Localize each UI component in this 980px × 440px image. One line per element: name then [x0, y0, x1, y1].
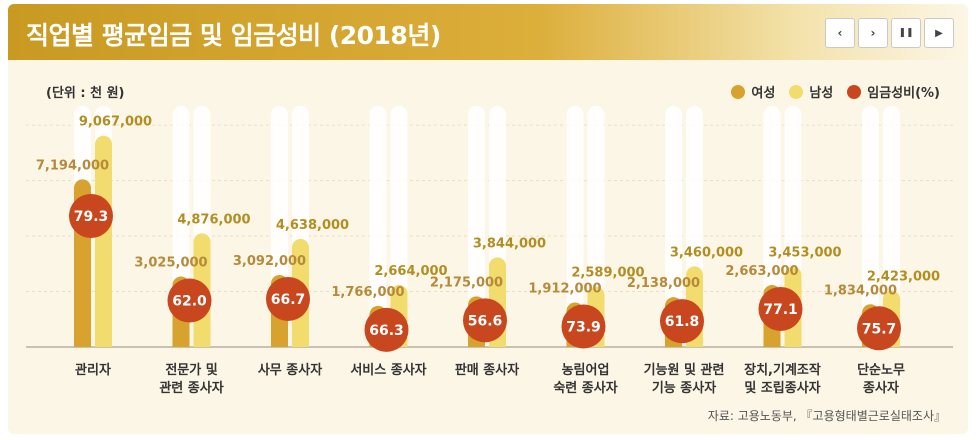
- category-label: 전문가 및: [165, 362, 217, 378]
- category-label: 농림어업: [562, 362, 610, 378]
- value-label-female: 2,138,000: [627, 276, 700, 291]
- ratio-marker: [167, 278, 212, 323]
- value-label-female: 1,912,000: [528, 281, 601, 296]
- value-label-female: 3,025,000: [134, 256, 207, 271]
- ratio-label: 56.6: [468, 313, 503, 329]
- ratio-label: 66.7: [271, 292, 306, 308]
- legend-swatch-female: [731, 84, 746, 99]
- category-label: 서비스 종사자: [350, 362, 426, 378]
- value-label-male: 4,876,000: [177, 212, 250, 227]
- bar-chart: 7,194,000 9,067,000 79.3 관리자 3,025,000 4,876,…: [26, 106, 953, 396]
- bar-track: [587, 106, 605, 347]
- value-label-female: 2,663,000: [725, 264, 798, 279]
- ratio-label: 73.9: [566, 319, 601, 335]
- category-label: 단순노무: [857, 362, 905, 378]
- ratio-marker: [857, 306, 901, 351]
- chevron-right-icon: ›: [870, 26, 876, 40]
- legend-item-male: 남성: [789, 82, 833, 101]
- value-label-male: 4,638,000: [276, 218, 349, 233]
- category-label: 관련 종사자: [159, 380, 223, 396]
- bar-track: [468, 106, 485, 347]
- unit-label: (단위 : 천 원): [46, 86, 125, 101]
- bar-male: [95, 135, 112, 347]
- legend-item-female: 여성: [731, 82, 775, 101]
- category-label: 기능 종사자: [652, 380, 716, 396]
- category-label: 숙련 종사자: [553, 380, 617, 396]
- ratio-label: 62.0: [172, 294, 207, 310]
- ratio-marker: [758, 286, 803, 331]
- category-label: 판매 종사자: [455, 362, 519, 378]
- value-label-male: 3,453,000: [768, 246, 841, 261]
- category-label: 관리자: [75, 362, 111, 378]
- legend-label-male: 남성: [809, 86, 834, 101]
- value-label-female: 1,766,000: [331, 285, 404, 300]
- value-label-male: 2,589,000: [571, 266, 644, 281]
- ratio-label: 75.7: [862, 321, 897, 337]
- value-label-female: 3,092,000: [233, 254, 306, 269]
- legend: 여성 남성 임금성비(%): [717, 82, 940, 101]
- value-label-male: 9,067,000: [79, 115, 152, 130]
- ratio-label: 66.3: [369, 323, 404, 339]
- legend-swatch-ratio: [847, 84, 862, 99]
- category-label: 사무 종사자: [258, 362, 322, 378]
- header-banner: 직업별 평균임금 및 임금성비 (2018년) ‹ › ❚❚ ▶: [8, 4, 968, 60]
- bar-track: [862, 106, 879, 347]
- value-label-male: 2,423,000: [867, 270, 940, 285]
- bar-track: [369, 106, 387, 347]
- chevron-left-icon: ‹: [837, 26, 843, 40]
- value-label-female: 1,834,000: [824, 283, 897, 298]
- play-icon: ▶: [935, 27, 943, 39]
- category-label: 및 조립종사자: [744, 380, 820, 396]
- bar-track: [665, 106, 682, 347]
- category-label: 장치,기계조작: [744, 362, 821, 378]
- value-label-male: 3,460,000: [670, 245, 743, 260]
- prev-button[interactable]: ‹: [825, 18, 855, 48]
- legend-item-ratio: 임금성비(%): [847, 82, 940, 101]
- pause-icon: ❚❚: [898, 28, 914, 38]
- next-button[interactable]: ›: [858, 18, 888, 48]
- value-label-male: 3,844,000: [473, 236, 546, 251]
- ratio-marker: [266, 276, 310, 321]
- chart-frame: 직업별 평균임금 및 임금성비 (2018년) ‹ › ❚❚ ▶ (단위 : 천…: [8, 4, 968, 434]
- legend-label-ratio: 임금성비(%): [867, 86, 940, 101]
- legend-swatch-male: [789, 84, 804, 99]
- ratio-marker: [561, 304, 606, 349]
- ratio-label: 61.8: [665, 314, 700, 330]
- value-label-male: 2,664,000: [374, 264, 447, 279]
- category-label: 기능원 및 관련: [644, 362, 725, 378]
- bar-track: [883, 106, 900, 347]
- pause-button[interactable]: ❚❚: [891, 18, 921, 48]
- source-note: 자료: 고용노동부, 『고용형태별근로실태조사』: [707, 409, 946, 423]
- ratio-label: 77.1: [763, 302, 798, 318]
- ratio-marker: [364, 307, 409, 352]
- bar-track: [566, 106, 584, 347]
- page-title: 직업별 평균임금 및 임금성비 (2018년): [26, 21, 441, 50]
- category-label: 종사자: [863, 380, 899, 396]
- play-button[interactable]: ▶: [924, 18, 954, 48]
- value-label-female: 7,194,000: [36, 158, 109, 173]
- value-label-female: 2,175,000: [430, 275, 503, 290]
- slide-controls: ‹ › ❚❚ ▶: [822, 18, 954, 48]
- legend-label-female: 여성: [751, 86, 776, 101]
- ratio-marker: [69, 194, 113, 238]
- ratio-label: 79.3: [74, 209, 109, 225]
- ratio-marker: [463, 298, 507, 343]
- ratio-marker: [660, 299, 704, 344]
